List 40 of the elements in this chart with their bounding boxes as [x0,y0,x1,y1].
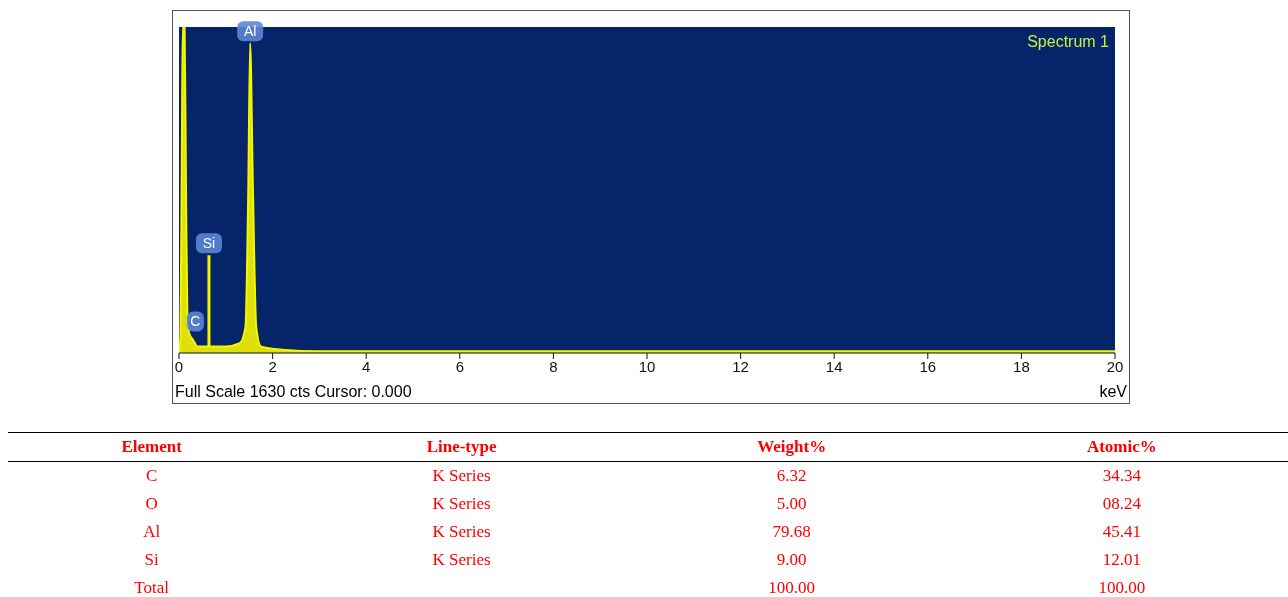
x-tick-label: 6 [455,357,464,375]
annotation: C [190,313,201,330]
text: 12.01 [1102,550,1141,569]
category-label: O [145,494,158,513]
text: 100.00 [768,578,816,597]
text: 5.00 [776,494,807,513]
category-label: C [146,466,158,485]
text: 08.24 [1102,494,1141,513]
category-label: Al [143,522,161,541]
category-label: Element [120,436,183,458]
text: K Series [432,466,491,485]
text: 79.68 [772,522,811,541]
text: 100.00 [1098,578,1146,597]
text: K Series [432,494,491,513]
x-tick-label: 0 [174,357,184,375]
x-tick-label: 4 [362,357,371,375]
annotation: Al [243,23,257,40]
category-label: Atomic% [1085,436,1158,458]
text: 45.41 [1102,522,1141,541]
text: Full Scale 1630 cts Cursor: 0.000 [175,383,412,401]
category-label: Line-type [425,436,498,458]
x-tick-label: 18 [1013,357,1030,375]
x-tick-label: 8 [549,357,558,375]
x-tick-label: 10 [638,357,656,375]
text: 34.34 [1102,466,1141,485]
ref-line-label: Si [202,235,216,252]
x-axis-title: keV [1099,383,1127,401]
x-tick-label: 2 [268,357,277,375]
x-tick-label: 12 [732,357,749,375]
text: K Series [432,550,491,569]
x-tick-label: 14 [825,357,843,375]
x-tick-label: 20 [1106,357,1124,375]
text: 9.00 [776,550,807,569]
chart-title: Spectrum 1 [1027,33,1109,51]
category-label: Si [144,550,159,569]
category-label: Weight% [756,436,828,458]
text: K Series [432,522,491,541]
category-label: Total [134,578,170,597]
x-tick-label: 16 [919,357,937,375]
text: 6.32 [776,466,807,485]
